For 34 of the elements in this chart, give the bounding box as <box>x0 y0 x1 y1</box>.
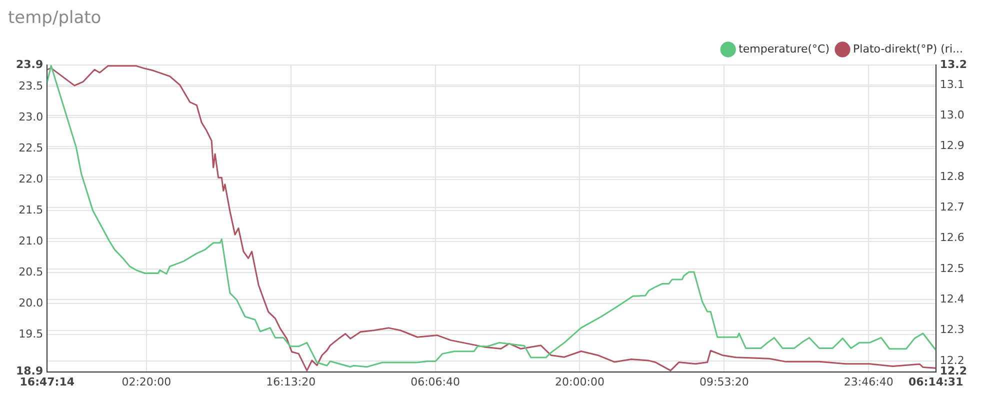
x-tick-label: 06:14:31 <box>908 375 964 388</box>
y-tick-label: 22.5 <box>18 142 44 155</box>
chart-title: temp/plato <box>8 8 102 30</box>
legend-label: temperature(°C) <box>738 42 830 56</box>
x-tick-label: 23:46:40 <box>844 375 894 388</box>
legend-label: Plato-direkt(°P) (ri... <box>853 42 964 56</box>
x-tick-label: 02:20:00 <box>122 375 172 388</box>
y2-tick-label: 12.5 <box>940 262 964 275</box>
y2-tick-label: 12.2 <box>940 354 964 367</box>
x-tick-label: 09:53:20 <box>699 375 749 388</box>
y-tick-label: 22.0 <box>18 172 44 186</box>
x-tick-label: 06:06:40 <box>410 375 460 388</box>
y-tick-label: 23.0 <box>18 110 44 124</box>
y2-tick-label: 12.4 <box>940 292 964 306</box>
y2-tick-label: 12.3 <box>940 323 964 336</box>
y2-tick-label: 12.6 <box>940 231 964 244</box>
y-tick-label: 18.9 <box>16 364 44 378</box>
y-tick-label: 19.5 <box>18 327 44 340</box>
x-tick-label: 20:00:00 <box>555 375 604 388</box>
y-tick-label: 20.5 <box>18 265 44 278</box>
y2-tick-label: 13.2 <box>940 58 967 71</box>
x-tick-label: 16:13:20 <box>266 375 316 388</box>
y2-tick-label: 13.1 <box>940 78 964 91</box>
y-tick-label: 23.5 <box>18 80 44 93</box>
y2-tick-label: 12.8 <box>940 170 964 183</box>
y2-tick-label: 12.7 <box>940 200 964 214</box>
y2-tick-label: 13.0 <box>940 108 964 122</box>
y2-tick-label: 12.2 <box>940 364 967 378</box>
y-tick-label: 21.0 <box>18 234 44 248</box>
y-tick-label: 23.9 <box>16 58 44 71</box>
y-tick-label: 20.0 <box>18 296 44 310</box>
y2-tick-label: 12.9 <box>940 139 964 152</box>
x-tick-label: 16:47:14 <box>20 375 75 388</box>
y-tick-label: 21.5 <box>18 204 44 217</box>
